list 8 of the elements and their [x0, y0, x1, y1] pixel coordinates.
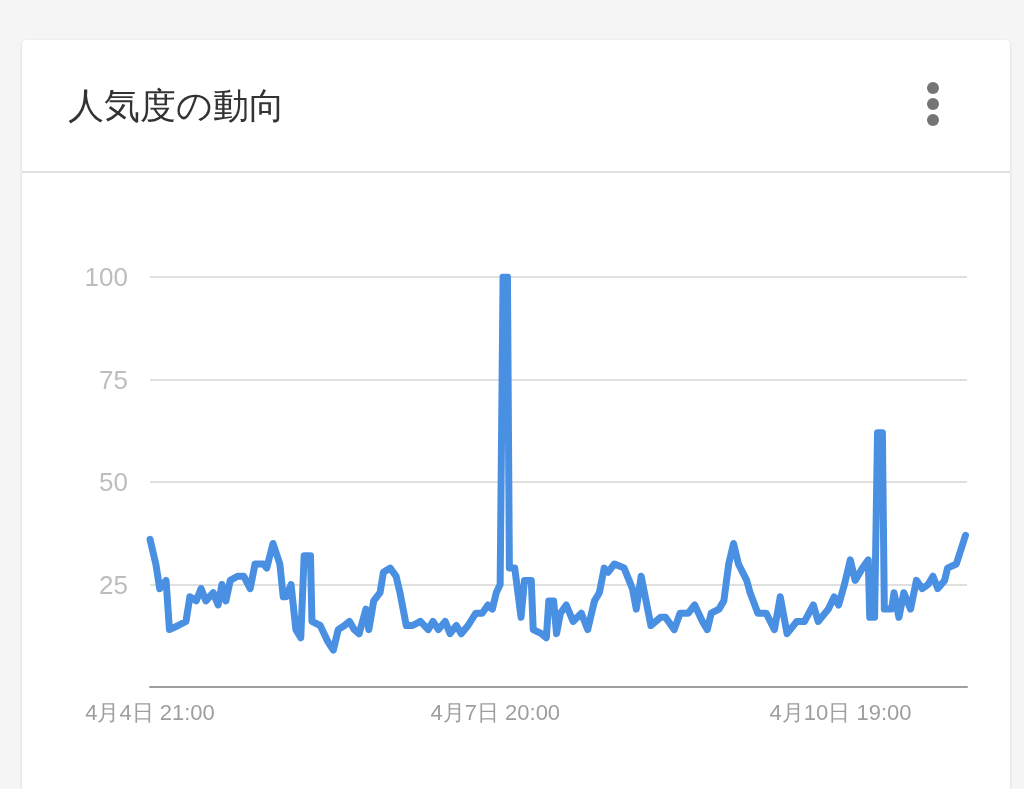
x-tick-label: 4月4日 21:00: [85, 699, 215, 725]
y-tick-label: 100: [84, 262, 128, 292]
y-tick-label: 25: [99, 569, 128, 600]
x-tick-label: 4月10日 19:00: [769, 699, 912, 725]
chart-title: 人気度の動向: [68, 84, 285, 128]
y-tick-label: 50: [99, 467, 128, 497]
y-tick-label: 75: [99, 364, 128, 395]
x-tick-label: 4月7日 20:00: [430, 699, 561, 725]
